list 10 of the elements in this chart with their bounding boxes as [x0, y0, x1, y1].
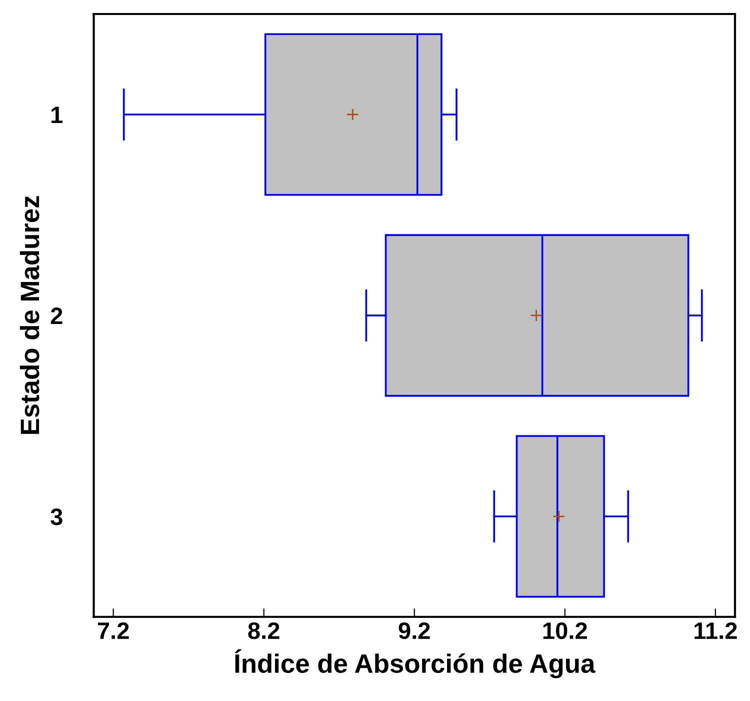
x-tick-label: 7.2 [98, 622, 129, 639]
y-tick-label: 1 [52, 106, 63, 124]
x-axis-title: Índice de Absorción de Agua [234, 649, 596, 678]
x-tick-label: 8.2 [248, 622, 280, 640]
x-tick-label: 10.2 [543, 622, 587, 640]
y-tick-label: 2 [50, 308, 62, 324]
y-axis-title: Estado de Madurez [20, 196, 40, 434]
x-tick-label: 9.2 [398, 622, 430, 640]
y-tick-label: 3 [50, 508, 62, 526]
x-tick-label: 11.2 [694, 622, 737, 639]
